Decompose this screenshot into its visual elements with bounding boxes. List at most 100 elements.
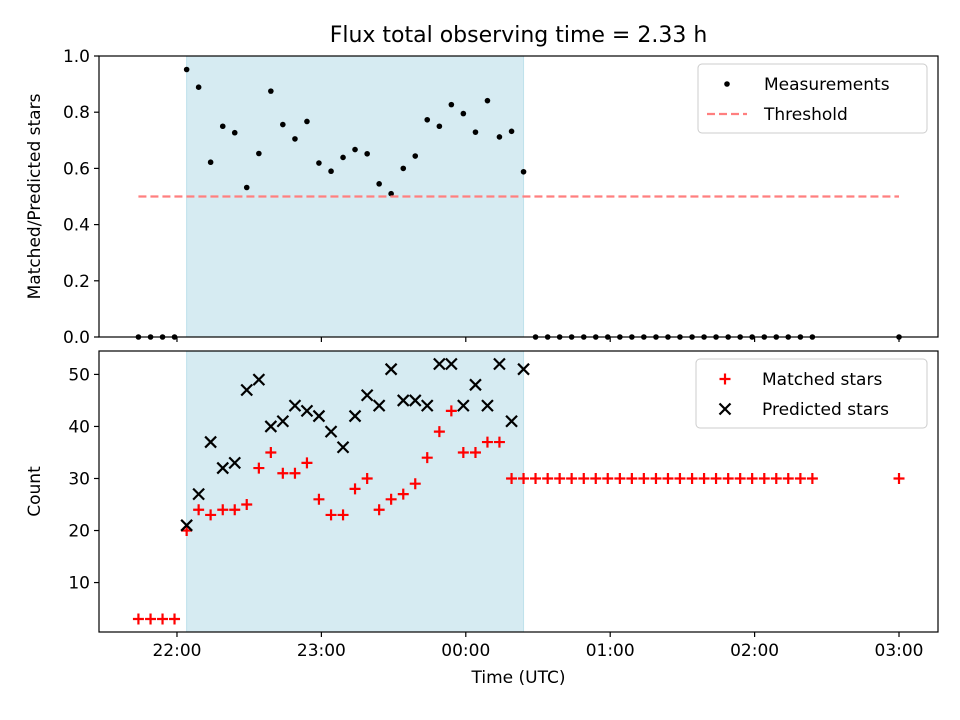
measurement-point (412, 153, 419, 159)
matched-star-marker (722, 472, 734, 484)
predicted-star-marker (264, 420, 278, 433)
matched-star-marker (493, 436, 505, 448)
measurement-point (388, 190, 394, 197)
predicted-star-marker (348, 409, 362, 423)
measurement-point (460, 110, 467, 117)
legend-predicted-swatch (718, 402, 732, 416)
matched-star-marker (193, 504, 205, 516)
predicted-star-marker (252, 373, 266, 386)
matched-star-marker (638, 472, 650, 484)
matched-star-marker (397, 488, 409, 500)
legend-label: Threshold (763, 105, 848, 125)
measurement-point (424, 116, 431, 123)
legend-label: Predicted stars (762, 400, 889, 420)
matched-star-marker (145, 613, 157, 625)
matched-star-marker (650, 472, 662, 484)
measurement-point (340, 154, 346, 161)
x-tick-label: 00:00 (441, 641, 490, 661)
matched-star-marker (349, 483, 361, 495)
matched-star-marker (277, 467, 289, 479)
measurement-point (183, 66, 190, 73)
matched-star-marker (132, 613, 144, 625)
y-axis-label: Matched/Predicted stars (25, 93, 45, 299)
measurement-point (496, 134, 503, 140)
legend-label: Matched stars (762, 370, 882, 390)
predicted-star-marker (228, 456, 242, 470)
matched-star-marker (542, 472, 554, 484)
x-tick-label: 22:00 (152, 641, 201, 661)
measurement-point (292, 136, 298, 142)
matched-star-marker (566, 472, 578, 484)
predicted-star-marker (216, 461, 230, 475)
predicted-star-marker (420, 399, 434, 412)
predicted-star-marker (240, 383, 254, 397)
matched-star-marker (686, 472, 698, 484)
predicted-star-marker (300, 404, 314, 418)
matched-star-marker (481, 436, 493, 448)
matched-star-marker (421, 452, 433, 464)
matched-star-marker (217, 504, 229, 516)
y-tick-label: 10 (68, 574, 90, 594)
matched-star-marker (469, 446, 481, 458)
matched-star-marker (445, 405, 457, 417)
matched-star-marker (698, 472, 710, 484)
y-tick-label: 30 (68, 469, 90, 489)
measurement-point (400, 165, 407, 172)
matched-star-marker (253, 462, 265, 474)
measurement-point (219, 123, 226, 130)
matched-star-marker (433, 426, 445, 438)
matched-star-marker (205, 509, 217, 521)
matched-star-marker (674, 472, 686, 484)
matched-star-marker (554, 472, 566, 484)
predicted-star-marker (469, 378, 482, 392)
predicted-star-marker (204, 435, 217, 449)
y-tick-label: 1.0 (63, 47, 90, 67)
matched-star-marker (530, 472, 542, 484)
axes-frame (98, 350, 939, 633)
matched-star-marker (806, 472, 818, 484)
matched-star-marker (506, 472, 518, 484)
matched-star-marker (746, 472, 758, 484)
legend-label: Measurements (764, 75, 890, 95)
predicted-star-marker (445, 357, 458, 371)
matched-star-marker (590, 472, 602, 484)
predicted-star-marker (276, 414, 290, 428)
x-tick-label: 03:00 (875, 641, 924, 661)
matched-star-marker (325, 509, 337, 521)
predicted-star-marker (324, 425, 338, 438)
predicted-star-marker (372, 399, 386, 412)
matched-star-marker (409, 478, 421, 490)
matched-star-marker (169, 613, 181, 625)
matched-star-marker (241, 499, 253, 511)
bottom-panel: 10 20 30 40 50 22:00 23:00 00:00 01:00 02:00 03:00… (25, 350, 939, 688)
matched-star-marker (289, 467, 301, 479)
predicted-star-marker (384, 362, 398, 376)
matched-star-marker (313, 493, 325, 505)
matched-star-marker (770, 472, 782, 484)
measurement-point (316, 160, 322, 166)
measurement-point (231, 129, 238, 136)
y-tick-label: 0.8 (63, 103, 90, 123)
legend-box (697, 63, 928, 134)
predicted-star-marker (312, 409, 326, 423)
y-tick-label: 0.0 (63, 328, 90, 348)
predicted-star-marker (457, 399, 470, 412)
predicted-star-marker (505, 414, 518, 428)
matched-star-marker (457, 446, 469, 458)
top-panel: 0.0 0.2 0.4 0.6 0.8 1.0 Matched/Predicted star… (25, 47, 939, 348)
matched-star-marker (578, 472, 590, 484)
x-axis-label: Time (UTC) (471, 668, 566, 688)
matched-star-marker (794, 472, 806, 484)
matched-star-marker (373, 504, 385, 516)
predicted-star-marker (192, 487, 205, 501)
y-tick-label: 0.4 (63, 216, 90, 236)
matched-star-marker (157, 613, 169, 625)
measurement-point (520, 168, 527, 175)
predicted-star-marker (288, 399, 302, 412)
measurement-point (243, 184, 250, 191)
legend-measurement-swatch (724, 81, 730, 87)
predicted-star-marker (396, 394, 410, 407)
measurement-point (268, 88, 274, 94)
measurement-point (207, 159, 214, 166)
